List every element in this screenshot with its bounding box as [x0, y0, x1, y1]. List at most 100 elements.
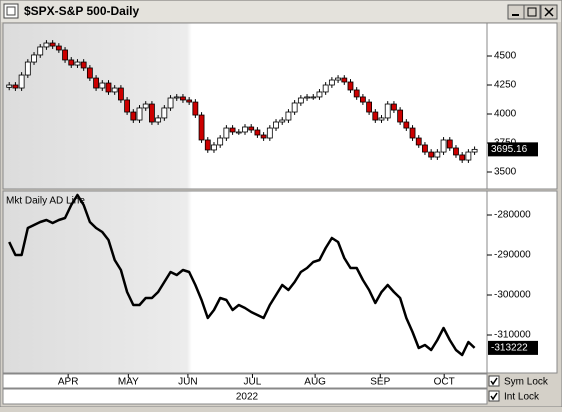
candle-body: [328, 79, 335, 86]
candle-body: [260, 134, 267, 139]
last-value-box: [488, 142, 538, 157]
candle-body: [117, 87, 124, 101]
panel-title: Mkt Daily AD Line: [6, 196, 85, 207]
candle-body: [428, 151, 435, 158]
y-tick-label: 4250: [494, 80, 517, 91]
candle-body: [124, 99, 131, 113]
candle-body: [335, 77, 341, 81]
checkbox[interactable]: [488, 390, 500, 402]
candle-body: [266, 127, 273, 139]
candle-body: [229, 127, 236, 133]
last-value: 3695.16: [491, 144, 528, 155]
title-bar: [1, 1, 561, 22]
candle-body: [384, 103, 391, 119]
sym-lock[interactable]: Sym Lock: [488, 375, 549, 388]
maximize-button[interactable]: [523, 4, 541, 20]
y-tick-label: 3500: [494, 167, 517, 178]
price-axis: [486, 22, 558, 190]
candle-body: [453, 147, 459, 156]
ad-panel: [2, 190, 488, 374]
candle-body: [397, 109, 404, 123]
candle-body: [297, 97, 304, 104]
maximize-icon: [527, 7, 537, 17]
checkbox-label: Int Lock: [504, 392, 540, 403]
candle-body: [279, 119, 286, 123]
candle-body: [291, 102, 298, 113]
window-buttons[interactable]: [507, 4, 558, 20]
candle-body: [471, 148, 478, 153]
candle-body: [204, 139, 211, 151]
y-tick-label: -310000: [494, 330, 531, 341]
window-icon-inner: [6, 6, 16, 16]
candle-body: [422, 144, 428, 153]
candle-body: [62, 49, 68, 61]
candle-body: [273, 121, 279, 129]
candle-body: [12, 84, 19, 89]
candle-body: [242, 126, 248, 133]
candle-body: [440, 139, 447, 153]
candle-body: [223, 127, 230, 139]
y-tick-label: 4000: [494, 109, 517, 120]
window-icon: [3, 3, 19, 19]
candle-body: [347, 81, 354, 91]
int-lock[interactable]: Int Lock: [488, 390, 540, 403]
checkbox[interactable]: [488, 375, 500, 387]
candle-body: [186, 99, 193, 103]
candle-body: [161, 107, 168, 119]
candle-body: [99, 82, 106, 89]
candle-body: [167, 97, 174, 109]
check-mark: [490, 377, 498, 386]
window-title: $SPX-S&P 500-Daily: [24, 4, 139, 18]
candle-body: [55, 45, 62, 51]
candle-body: [180, 96, 186, 101]
x-tick-label: SEP: [370, 377, 390, 388]
candle-body: [217, 137, 224, 146]
x-axis-year: 2022: [236, 392, 259, 403]
candle-body: [211, 144, 217, 151]
candle-body: [353, 89, 360, 98]
candle-body: [459, 154, 466, 161]
candle-body: [403, 121, 410, 129]
candle-body: [316, 91, 323, 98]
x-tick-label: AUG: [304, 377, 326, 388]
candle-body: [43, 42, 50, 48]
candle-body: [18, 74, 25, 89]
candle-body: [24, 61, 31, 76]
candle-body: [254, 129, 261, 136]
candle-body: [31, 54, 37, 63]
close-icon: [544, 7, 554, 17]
candle-body: [192, 101, 199, 116]
price-panel: [2, 22, 488, 190]
x-axis-band: [2, 373, 488, 389]
candle-body: [198, 114, 205, 141]
candle-body: [68, 59, 75, 66]
y-tick-label: -300000: [494, 290, 531, 301]
candle-body: [149, 103, 155, 123]
candle-body: [322, 84, 329, 93]
candle-body: [235, 131, 242, 134]
candle-body: [248, 126, 255, 131]
candle-body: [285, 111, 292, 121]
y-tick-label: 4500: [494, 51, 517, 62]
x-tick-label: MAY: [118, 377, 139, 388]
candle-body: [111, 87, 118, 93]
candle-body: [142, 103, 149, 109]
candle-body: [93, 77, 99, 89]
candle-body: [391, 103, 397, 111]
candle-body: [304, 96, 310, 99]
minimize-button[interactable]: [507, 4, 525, 20]
candle-body: [465, 151, 472, 161]
checkbox-label: Sym Lock: [504, 377, 549, 388]
candle-body: [6, 84, 13, 88]
candle-body: [105, 82, 112, 93]
ad-line: [8, 193, 476, 357]
candle-body: [378, 117, 385, 121]
candle-body: [415, 137, 422, 146]
y-tick-label: -290000: [494, 250, 531, 261]
candle-body: [86, 67, 93, 79]
candle-body: [80, 61, 87, 69]
y-tick-label: -280000: [494, 210, 531, 221]
x-tick-label: JUL: [244, 377, 262, 388]
candle-body: [155, 117, 162, 123]
candle-body: [130, 111, 137, 121]
